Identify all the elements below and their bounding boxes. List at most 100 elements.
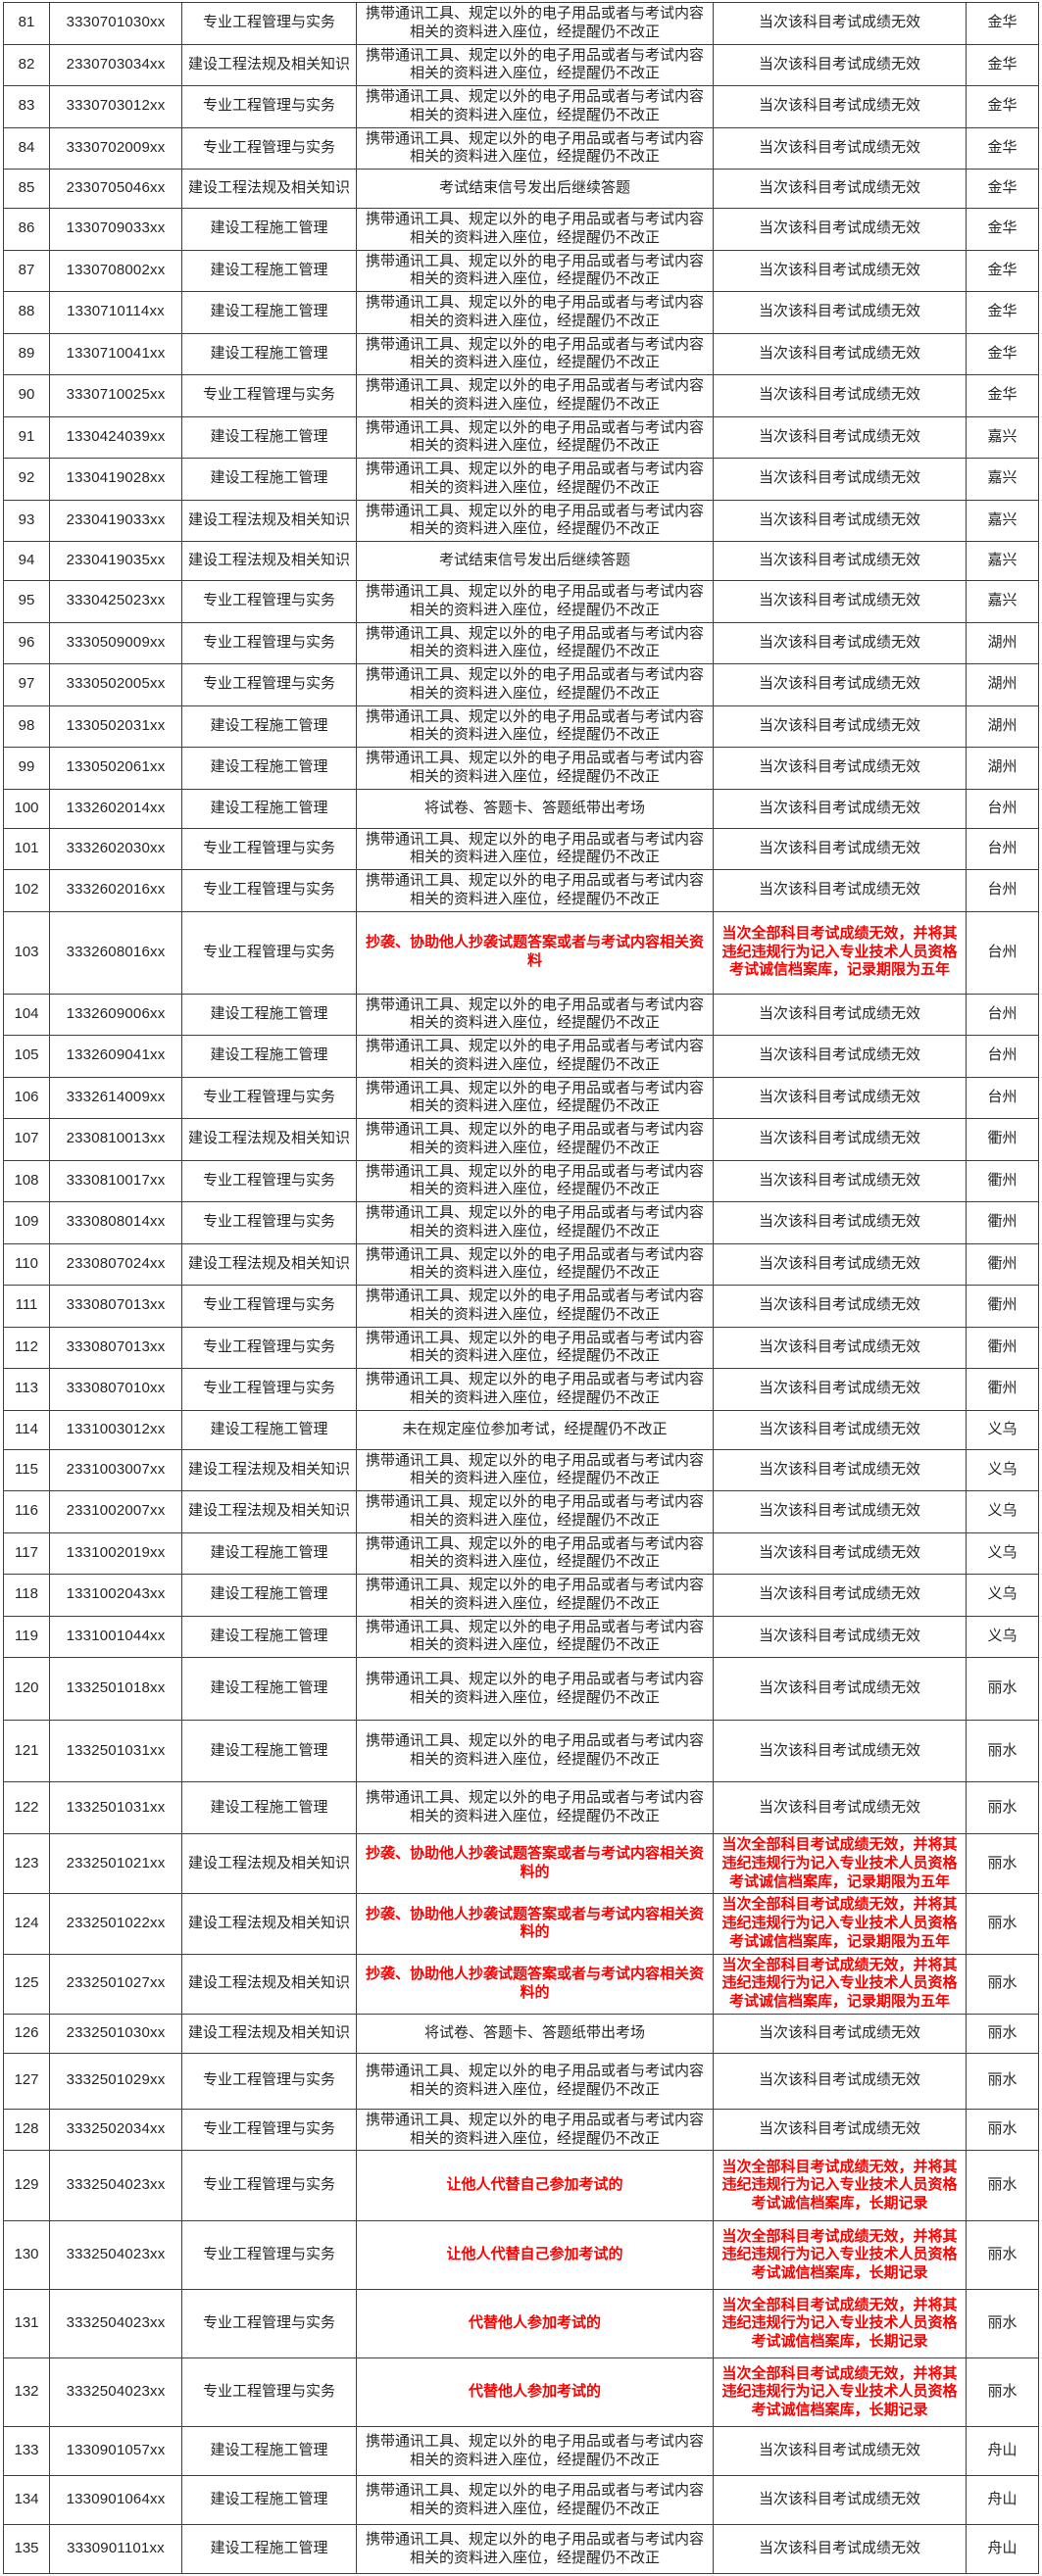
exam-city: 义乌 [966, 1615, 1039, 1658]
exam-subject: 建设工程法规及相关知识 [181, 1448, 357, 1491]
table-row: 130 3332504023xx 专业工程管理与实务 让他人代替自己参加考试的 当次全部… [3, 2220, 1039, 2291]
table-row: 93 2330419033xx 建设工程法规及相关知识 携带通讯工具、规定以外的电子用… [3, 499, 1039, 542]
exam-city: 湖州 [966, 621, 1039, 664]
admission-ticket-number: 2330703034xx [49, 43, 182, 86]
violation-description: 携带通讯工具、规定以外的电子用品或者与考试内容相关的资料进入座位，经提醒仍不改正 [356, 1531, 714, 1575]
violation-description: 携带通讯工具、规定以外的电子用品或者与考试内容相关的资料进入座位，经提醒仍不改正 [356, 499, 714, 542]
exam-city: 义乌 [966, 1448, 1039, 1491]
row-number: 107 [3, 1118, 50, 1161]
table-row: 122 1332501031xx 建设工程施工管理 携带通讯工具、规定以外的电子用品或… [3, 1781, 1039, 1834]
exam-subject: 建设工程施工管理 [181, 2524, 357, 2575]
admission-ticket-number: 3330807013xx [49, 1326, 182, 1369]
violation-description: 让他人代替自己参加考试的 [356, 2220, 714, 2291]
penalty-description: 当次全部科目考试成绩无效，并将其违纪违规行为记入专业技术人员资格考试诚信档案库，… [713, 2357, 967, 2428]
exam-city: 台州 [966, 993, 1039, 1036]
exam-city: 衢州 [966, 1201, 1039, 1244]
exam-city: 丽水 [966, 1953, 1039, 2015]
exam-subject: 专业工程管理与实务 [181, 2220, 357, 2291]
table-row: 100 1332602014xx 建设工程施工管理 将试卷、答题卡、答题纸带出考场 当次… [3, 788, 1039, 829]
exam-city: 丽水 [966, 2052, 1039, 2110]
penalty-description: 当次该科目考试成绩无效 [713, 2108, 967, 2152]
row-number: 110 [3, 1242, 50, 1286]
row-number: 128 [3, 2108, 50, 2152]
exam-subject: 建设工程法规及相关知识 [181, 1953, 357, 2015]
exam-subject: 建设工程法规及相关知识 [181, 541, 357, 581]
penalty-description: 当次该科目考试成绩无效 [713, 705, 967, 748]
violation-description: 携带通讯工具、规定以外的电子用品或者与考试内容相关的资料进入座位，经提醒仍不改正 [356, 2426, 714, 2477]
violation-description: 代替他人参加考试的 [356, 2357, 714, 2428]
admission-ticket-number: 3332504023xx [49, 2220, 182, 2291]
violation-description: 携带通讯工具、规定以外的电子用品或者与考试内容相关的资料进入座位，经提醒仍不改正 [356, 1118, 714, 1161]
exam-city: 台州 [966, 1035, 1039, 1078]
row-number: 87 [3, 249, 50, 292]
exam-city: 嘉兴 [966, 499, 1039, 542]
admission-ticket-number: 1332501018xx [49, 1657, 182, 1721]
exam-city: 衢州 [966, 1285, 1039, 1328]
penalty-description: 当次该科目考试成绩无效 [713, 1035, 967, 1078]
exam-subject: 专业工程管理与实务 [181, 2150, 357, 2222]
row-number: 126 [3, 2013, 50, 2054]
table-row: 120 1332501018xx 建设工程施工管理 携带通讯工具、规定以外的电子用品或… [3, 1657, 1039, 1721]
exam-city: 嘉兴 [966, 415, 1039, 459]
admission-ticket-number: 1331001044xx [49, 1615, 182, 1658]
exam-city: 丽水 [966, 2013, 1039, 2054]
exam-city: 台州 [966, 1076, 1039, 1119]
admission-ticket-number: 3332504023xx [49, 2150, 182, 2222]
admission-ticket-number: 2330810013xx [49, 1118, 182, 1161]
exam-subject: 专业工程管理与实务 [181, 1326, 357, 1369]
exam-city: 湖州 [966, 663, 1039, 706]
penalty-description: 当次该科目考试成绩无效 [713, 2052, 967, 2110]
table-row: 128 3332502034xx 专业工程管理与实务 携带通讯工具、规定以外的电子用品… [3, 2108, 1039, 2152]
exam-subject: 建设工程施工管理 [181, 2426, 357, 2477]
table-row: 99 1330502061xx 建设工程施工管理 携带通讯工具、规定以外的电子用品或者… [3, 747, 1039, 790]
row-number: 111 [3, 1285, 50, 1328]
penalty-description: 当次该科目考试成绩无效 [713, 788, 967, 829]
penalty-description: 当次该科目考试成绩无效 [713, 827, 967, 870]
exam-city: 金华 [966, 208, 1039, 251]
row-number: 90 [3, 374, 50, 417]
admission-ticket-number: 3330703012xx [49, 85, 182, 128]
penalty-description: 当次该科目考试成绩无效 [713, 2524, 967, 2575]
table-row: 101 3332602030xx 专业工程管理与实务 携带通讯工具、规定以外的电子用品… [3, 827, 1039, 870]
table-row: 121 1332501031xx 建设工程施工管理 携带通讯工具、规定以外的电子用品或… [3, 1720, 1039, 1782]
table-row: 131 3332504023xx 专业工程管理与实务 代替他人参加考试的 当次全部科目考… [3, 2289, 1039, 2359]
exam-subject: 建设工程施工管理 [181, 1035, 357, 1078]
exam-subject: 建设工程施工管理 [181, 208, 357, 251]
admission-ticket-number: 2330419033xx [49, 499, 182, 542]
exam-subject: 建设工程施工管理 [181, 1657, 357, 1721]
row-number: 109 [3, 1201, 50, 1244]
row-number: 127 [3, 2052, 50, 2110]
violation-description: 携带通讯工具、规定以外的电子用品或者与考试内容相关的资料进入座位，经提醒仍不改正 [356, 747, 714, 790]
exam-subject: 建设工程施工管理 [181, 747, 357, 790]
violation-description: 携带通讯工具、规定以外的电子用品或者与考试内容相关的资料进入座位，经提醒仍不改正 [356, 332, 714, 375]
table-row: 97 3330502005xx 专业工程管理与实务 携带通讯工具、规定以外的电子用品或… [3, 663, 1039, 706]
exam-city: 丽水 [966, 1720, 1039, 1782]
exam-subject: 建设工程施工管理 [181, 458, 357, 501]
row-number: 86 [3, 208, 50, 251]
admission-ticket-number: 3332504023xx [49, 2289, 182, 2359]
table-row: 87 1330708002xx 建设工程施工管理 携带通讯工具、规定以外的电子用品或者… [3, 249, 1039, 292]
table-row: 82 2330703034xx 建设工程法规及相关知识 携带通讯工具、规定以外的电子用… [3, 43, 1039, 86]
violation-description: 将试卷、答题卡、答题纸带出考场 [356, 2013, 714, 2054]
penalty-description: 当次该科目考试成绩无效 [713, 374, 967, 417]
penalty-description: 当次该科目考试成绩无效 [713, 747, 967, 790]
penalty-description: 当次全部科目考试成绩无效，并将其违纪违规行为记入专业技术人员资格考试诚信档案库，… [713, 1953, 967, 2015]
violation-description: 代替他人参加考试的 [356, 2289, 714, 2359]
penalty-description: 当次该科目考试成绩无效 [713, 1242, 967, 1286]
penalty-description: 当次该科目考试成绩无效 [713, 663, 967, 706]
row-number: 95 [3, 580, 50, 623]
exam-city: 义乌 [966, 1490, 1039, 1533]
exam-city: 丽水 [966, 1893, 1039, 1955]
violation-description: 携带通讯工具、规定以外的电子用品或者与考试内容相关的资料进入座位，经提醒仍不改正 [356, 1781, 714, 1834]
violation-description: 抄袭、协助他人抄袭试题答案或者与考试内容相关资料的 [356, 1832, 714, 1895]
violation-description: 携带通讯工具、规定以外的电子用品或者与考试内容相关的资料进入座位，经提醒仍不改正 [356, 415, 714, 459]
exam-city: 金华 [966, 249, 1039, 292]
row-number: 105 [3, 1035, 50, 1078]
admission-ticket-number: 2331003007xx [49, 1448, 182, 1491]
penalty-description: 当次该科目考试成绩无效 [713, 1490, 967, 1533]
exam-subject: 专业工程管理与实务 [181, 2108, 357, 2152]
row-number: 85 [3, 169, 50, 209]
row-number: 123 [3, 1832, 50, 1895]
admission-ticket-number: 3330710025xx [49, 374, 182, 417]
row-number: 96 [3, 621, 50, 664]
